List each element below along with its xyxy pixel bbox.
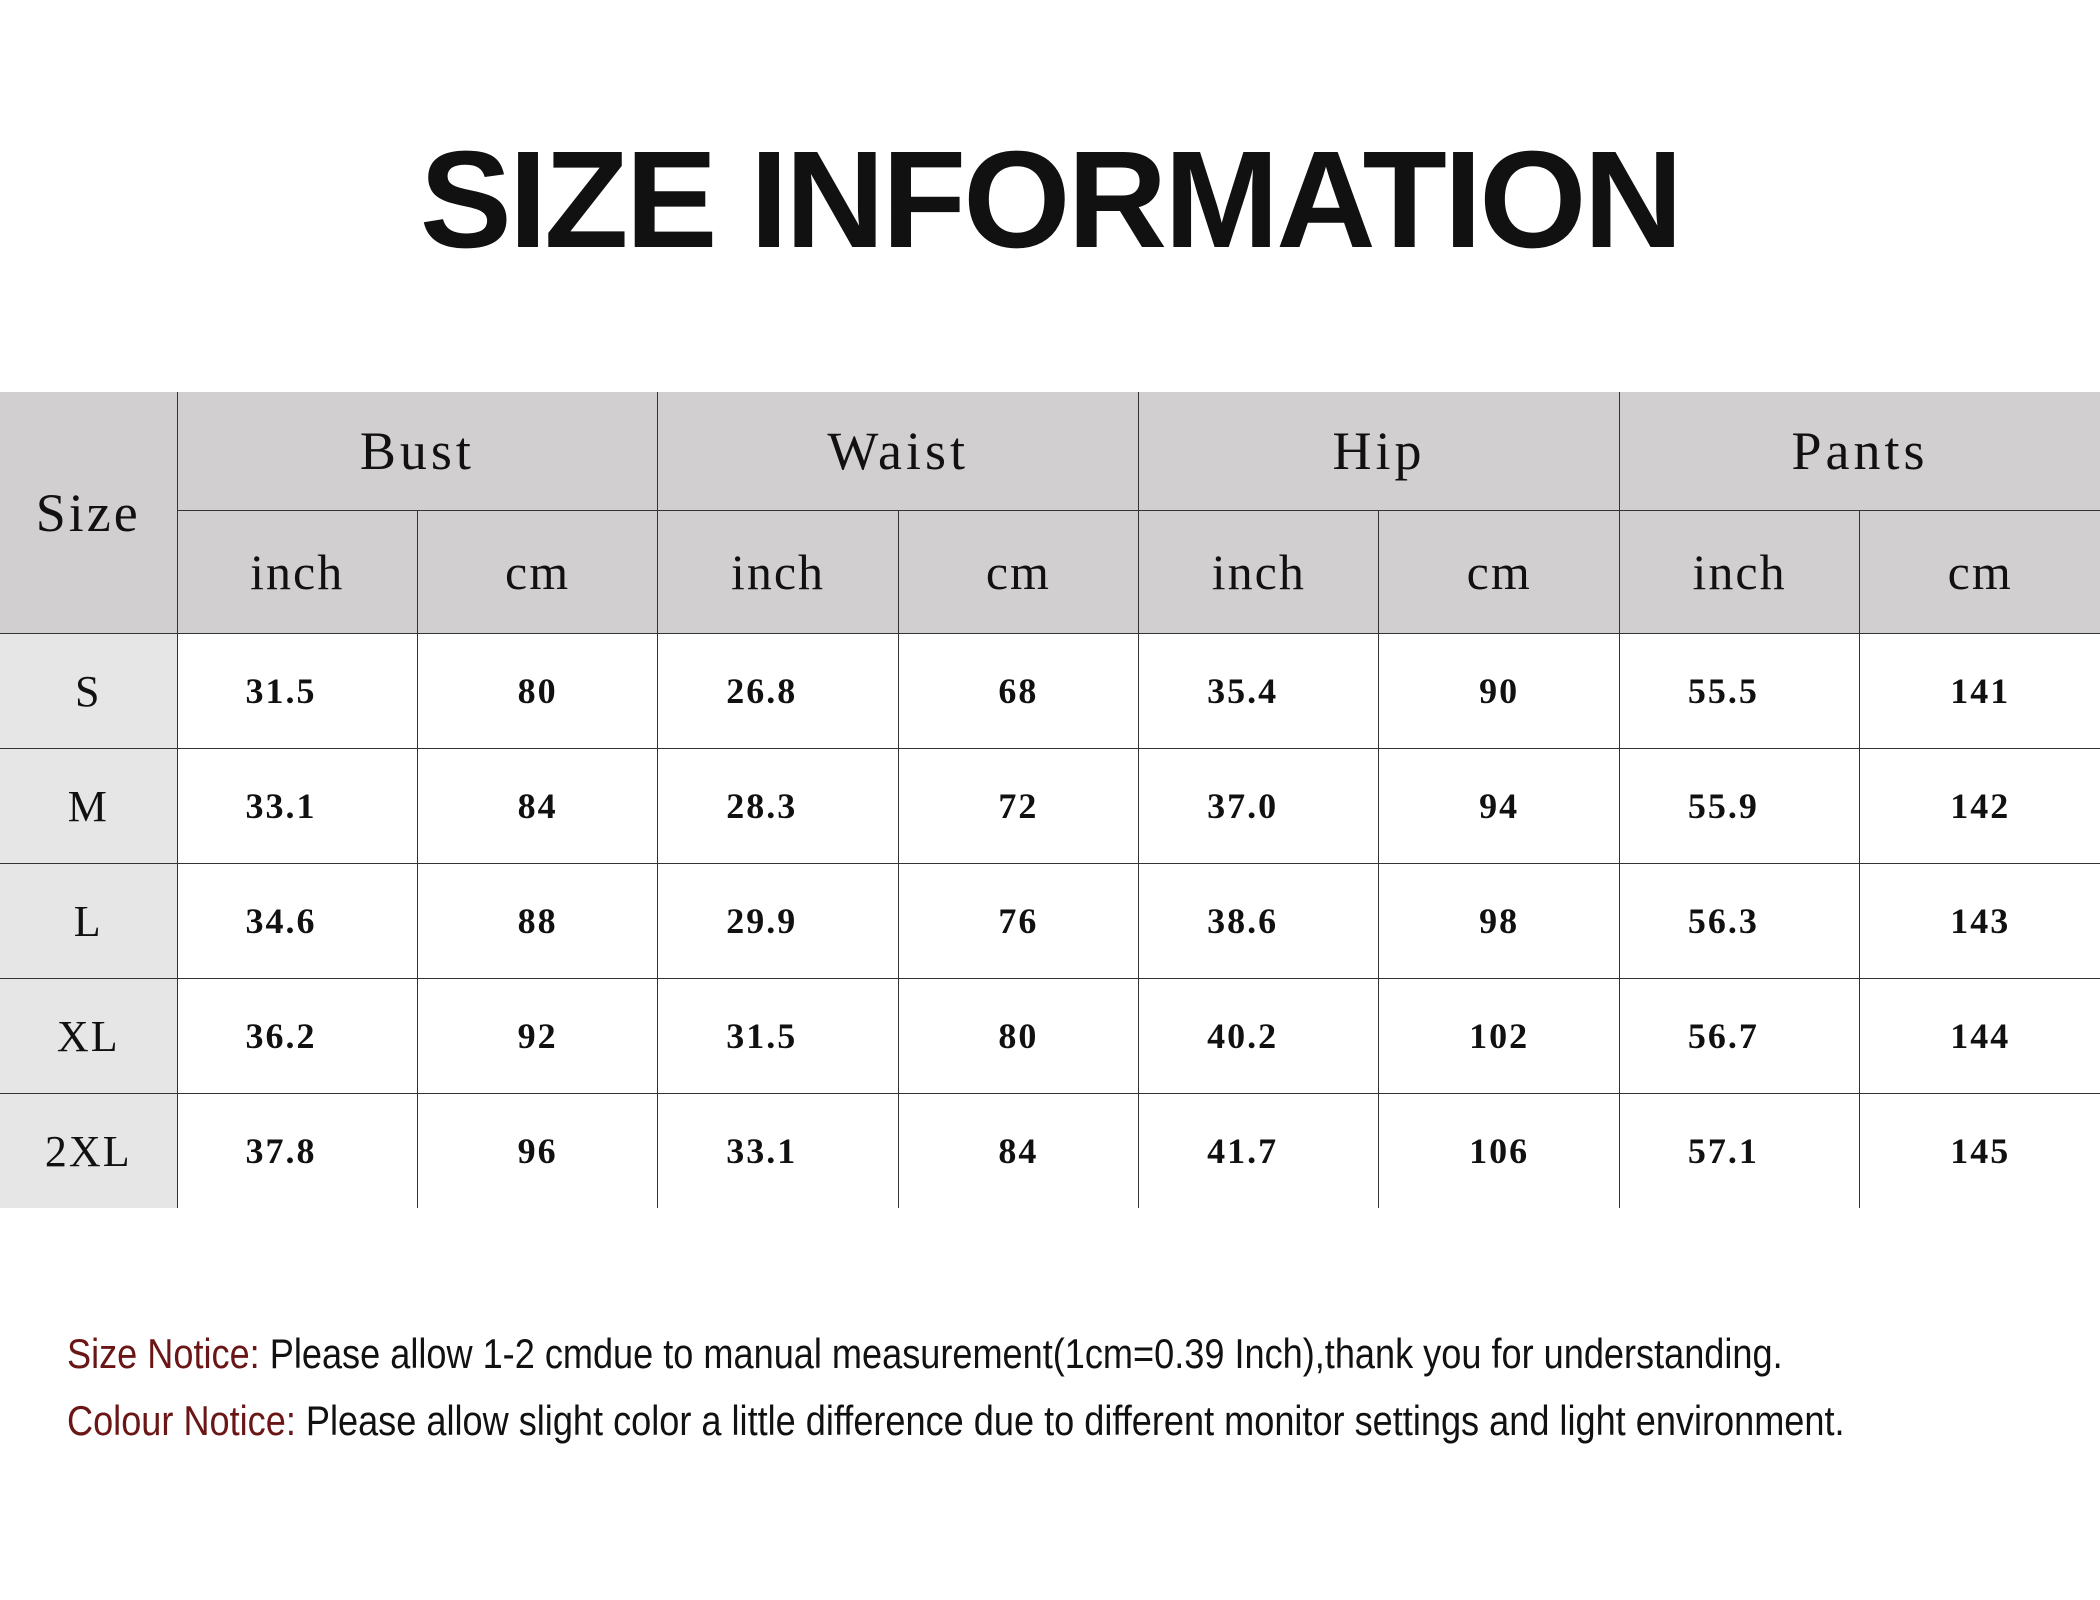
value-cell: 80 [897, 978, 1140, 1094]
colour-notice-text: Please allow slight color a little diffe… [295, 1397, 1845, 1444]
table-row: 2XL 37.8 96 33.1 84 41.7 106 57.1 145 [0, 1093, 2100, 1208]
value-cell: 26.8 [657, 633, 899, 749]
unit-header-inch: inch [1618, 510, 1861, 634]
page-title: SIZE INFORMATION [419, 123, 1683, 277]
value-cell: 41.7 [1138, 1093, 1380, 1208]
value-cell: 35.4 [1138, 633, 1380, 749]
value-cell: 84 [897, 1093, 1140, 1208]
value-cell: 145 [1859, 1093, 2100, 1208]
value-cell: 143 [1859, 863, 2100, 979]
value-cell: 84 [416, 748, 659, 864]
value-cell: 98 [1378, 863, 1620, 979]
colour-notice-label: Colour Notice: [67, 1397, 296, 1444]
table-row: L 34.6 88 29.9 76 38.6 98 56.3 143 [0, 863, 2100, 979]
value-cell: 55.9 [1618, 748, 1861, 864]
size-table: Size Bust Waist Hip Pants inch cm inch cm in… [0, 392, 2100, 1208]
table-row: S 31.5 80 26.8 68 35.4 90 55.5 141 [0, 633, 2100, 749]
value-cell: 90 [1378, 633, 1620, 749]
value-cell: 28.3 [657, 748, 899, 864]
value-cell: 55.5 [1618, 633, 1861, 749]
size-cell: S [0, 633, 178, 749]
unit-header-cm: cm [1859, 510, 2100, 634]
value-cell: 102 [1378, 978, 1620, 1094]
size-notice-label: Size Notice: [67, 1330, 260, 1377]
group-header-bust: Bust [176, 392, 659, 511]
value-cell: 142 [1859, 748, 2100, 864]
group-header-waist: Waist [657, 392, 1140, 511]
value-cell: 29.9 [657, 863, 899, 979]
colour-notice: Colour Notice: Please allow slight color… [67, 1397, 1845, 1445]
value-cell: 31.5 [657, 978, 899, 1094]
value-cell: 80 [416, 633, 659, 749]
value-cell: 57.1 [1618, 1093, 1861, 1208]
value-cell: 76 [897, 863, 1140, 979]
unit-header-cm: cm [897, 510, 1140, 634]
table-row: XL 36.2 92 31.5 80 40.2 102 56.7 144 [0, 978, 2100, 1094]
value-cell: 96 [416, 1093, 659, 1208]
value-cell: 33.1 [176, 748, 418, 864]
unit-header-inch: inch [176, 510, 418, 634]
value-cell: 72 [897, 748, 1140, 864]
value-cell: 141 [1859, 633, 2100, 749]
value-cell: 56.3 [1618, 863, 1861, 979]
unit-header-cm: cm [1378, 510, 1620, 634]
value-cell: 38.6 [1138, 863, 1380, 979]
value-cell: 56.7 [1618, 978, 1861, 1094]
value-cell: 33.1 [657, 1093, 899, 1208]
unit-header-cm: cm [416, 510, 659, 634]
value-cell: 88 [416, 863, 659, 979]
value-cell: 144 [1859, 978, 2100, 1094]
value-cell: 94 [1378, 748, 1620, 864]
size-header: Size [0, 392, 178, 634]
unit-header-inch: inch [1138, 510, 1380, 634]
table-row: M 33.1 84 28.3 72 37.0 94 55.9 142 [0, 748, 2100, 864]
value-cell: 92 [416, 978, 659, 1094]
value-cell: 31.5 [176, 633, 418, 749]
value-cell: 40.2 [1138, 978, 1380, 1094]
size-cell: M [0, 748, 178, 864]
value-cell: 37.8 [176, 1093, 418, 1208]
value-cell: 36.2 [176, 978, 418, 1094]
value-cell: 37.0 [1138, 748, 1380, 864]
group-header-pants: Pants [1618, 392, 2100, 511]
group-header-hip: Hip [1138, 392, 1620, 511]
value-cell: 68 [897, 633, 1140, 749]
size-cell: XL [0, 978, 178, 1094]
value-cell: 34.6 [176, 863, 418, 979]
unit-header-inch: inch [657, 510, 899, 634]
size-notice: Size Notice: Please allow 1-2 cmdue to m… [67, 1330, 1783, 1378]
value-cell: 106 [1378, 1093, 1620, 1208]
size-notice-text: Please allow 1-2 cmdue to manual measure… [259, 1330, 1783, 1377]
size-cell: 2XL [0, 1093, 178, 1208]
size-cell: L [0, 863, 178, 979]
